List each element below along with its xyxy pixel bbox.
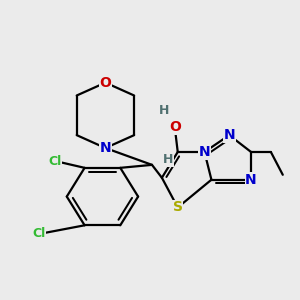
Text: N: N [199, 145, 210, 159]
Text: O: O [169, 120, 181, 134]
Text: S: S [173, 200, 183, 214]
Text: H: H [159, 104, 169, 117]
Text: Cl: Cl [48, 155, 62, 168]
Text: O: O [100, 76, 111, 90]
Text: Cl: Cl [32, 227, 46, 240]
Text: H: H [163, 153, 173, 167]
Text: N: N [224, 128, 235, 142]
Text: N: N [245, 173, 257, 187]
Text: N: N [100, 141, 111, 155]
